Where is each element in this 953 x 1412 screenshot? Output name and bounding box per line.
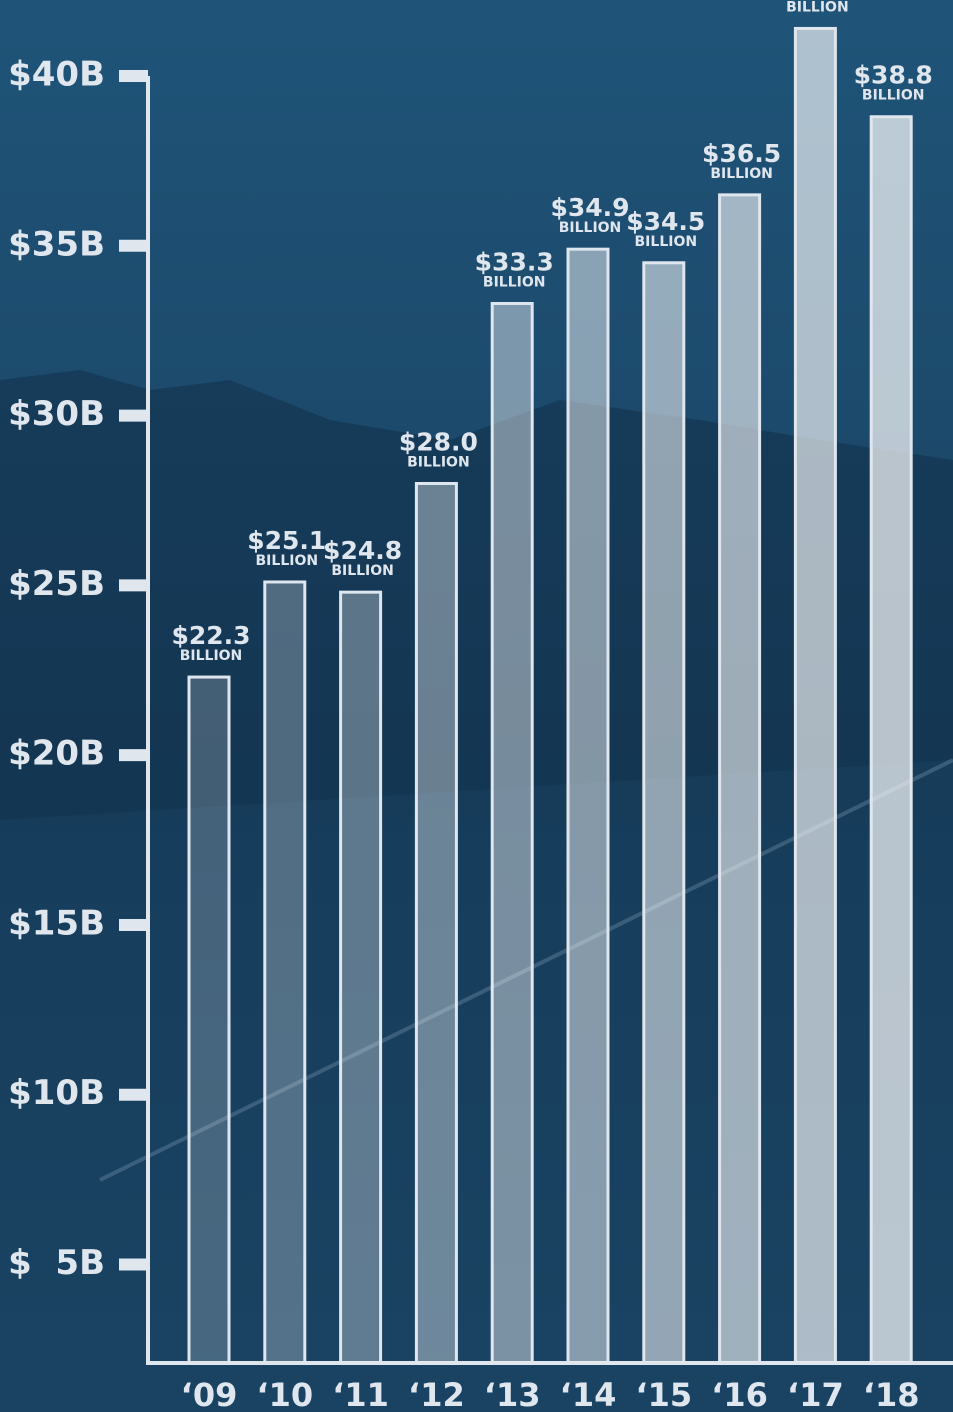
- bar: [189, 677, 229, 1363]
- bar: [795, 28, 835, 1363]
- value-unit: BILLION: [180, 648, 243, 664]
- x-tick-label: ‘17: [787, 1376, 844, 1412]
- x-tick-label: ‘13: [484, 1376, 541, 1412]
- value-unit: BILLION: [635, 234, 698, 250]
- value-label: $25.1: [247, 526, 326, 555]
- value-label: $24.8: [323, 536, 402, 565]
- bar: [871, 117, 911, 1363]
- value-unit: BILLION: [407, 454, 470, 470]
- value-unit: BILLION: [710, 166, 773, 182]
- bar: [644, 263, 684, 1363]
- value-unit: BILLION: [483, 275, 546, 291]
- value-label: $33.3: [475, 248, 554, 277]
- value-label: $34.9: [550, 193, 629, 222]
- bar: [492, 304, 532, 1363]
- y-tick-label: $35B: [8, 224, 105, 264]
- value-unit: BILLION: [862, 88, 925, 104]
- y-tick-label: $40B: [8, 55, 105, 95]
- x-tick-label: ‘11: [332, 1376, 389, 1412]
- value-unit: BILLION: [256, 553, 319, 569]
- x-tick-label: ‘18: [863, 1376, 920, 1412]
- x-tick-label: ‘09: [181, 1376, 238, 1412]
- x-tick-label: ‘14: [560, 1376, 617, 1412]
- x-tick-label: ‘16: [711, 1376, 768, 1412]
- chart: $ 5B $10B $15B $20B $25B $30B $35B $40B ‘09 $22.3…: [0, 0, 953, 1412]
- x-tick-label: ‘10: [256, 1376, 313, 1412]
- value-unit: BILLION: [786, 0, 849, 15]
- y-tick-label: $15B: [8, 903, 105, 943]
- bar: [720, 195, 760, 1363]
- value-label: $28.0: [399, 427, 478, 456]
- value-label: $36.5: [702, 139, 781, 168]
- bar: [416, 483, 456, 1363]
- value-unit: BILLION: [331, 563, 394, 579]
- value-unit: BILLION: [559, 220, 622, 236]
- value-label: $38.8: [854, 61, 933, 90]
- bar: [568, 249, 608, 1363]
- y-tick-label: $10B: [8, 1073, 105, 1113]
- bar: [265, 582, 305, 1363]
- bar: [341, 592, 381, 1363]
- x-tick-label: ‘15: [635, 1376, 692, 1412]
- value-label: $22.3: [171, 621, 250, 650]
- x-tick-label: ‘12: [408, 1376, 465, 1412]
- value-label: $34.5: [626, 207, 705, 236]
- y-tick-label: $20B: [8, 734, 105, 774]
- y-tick-label: $30B: [8, 394, 105, 434]
- y-tick-label: $25B: [8, 564, 105, 604]
- y-tick-label: $ 5B: [8, 1243, 105, 1283]
